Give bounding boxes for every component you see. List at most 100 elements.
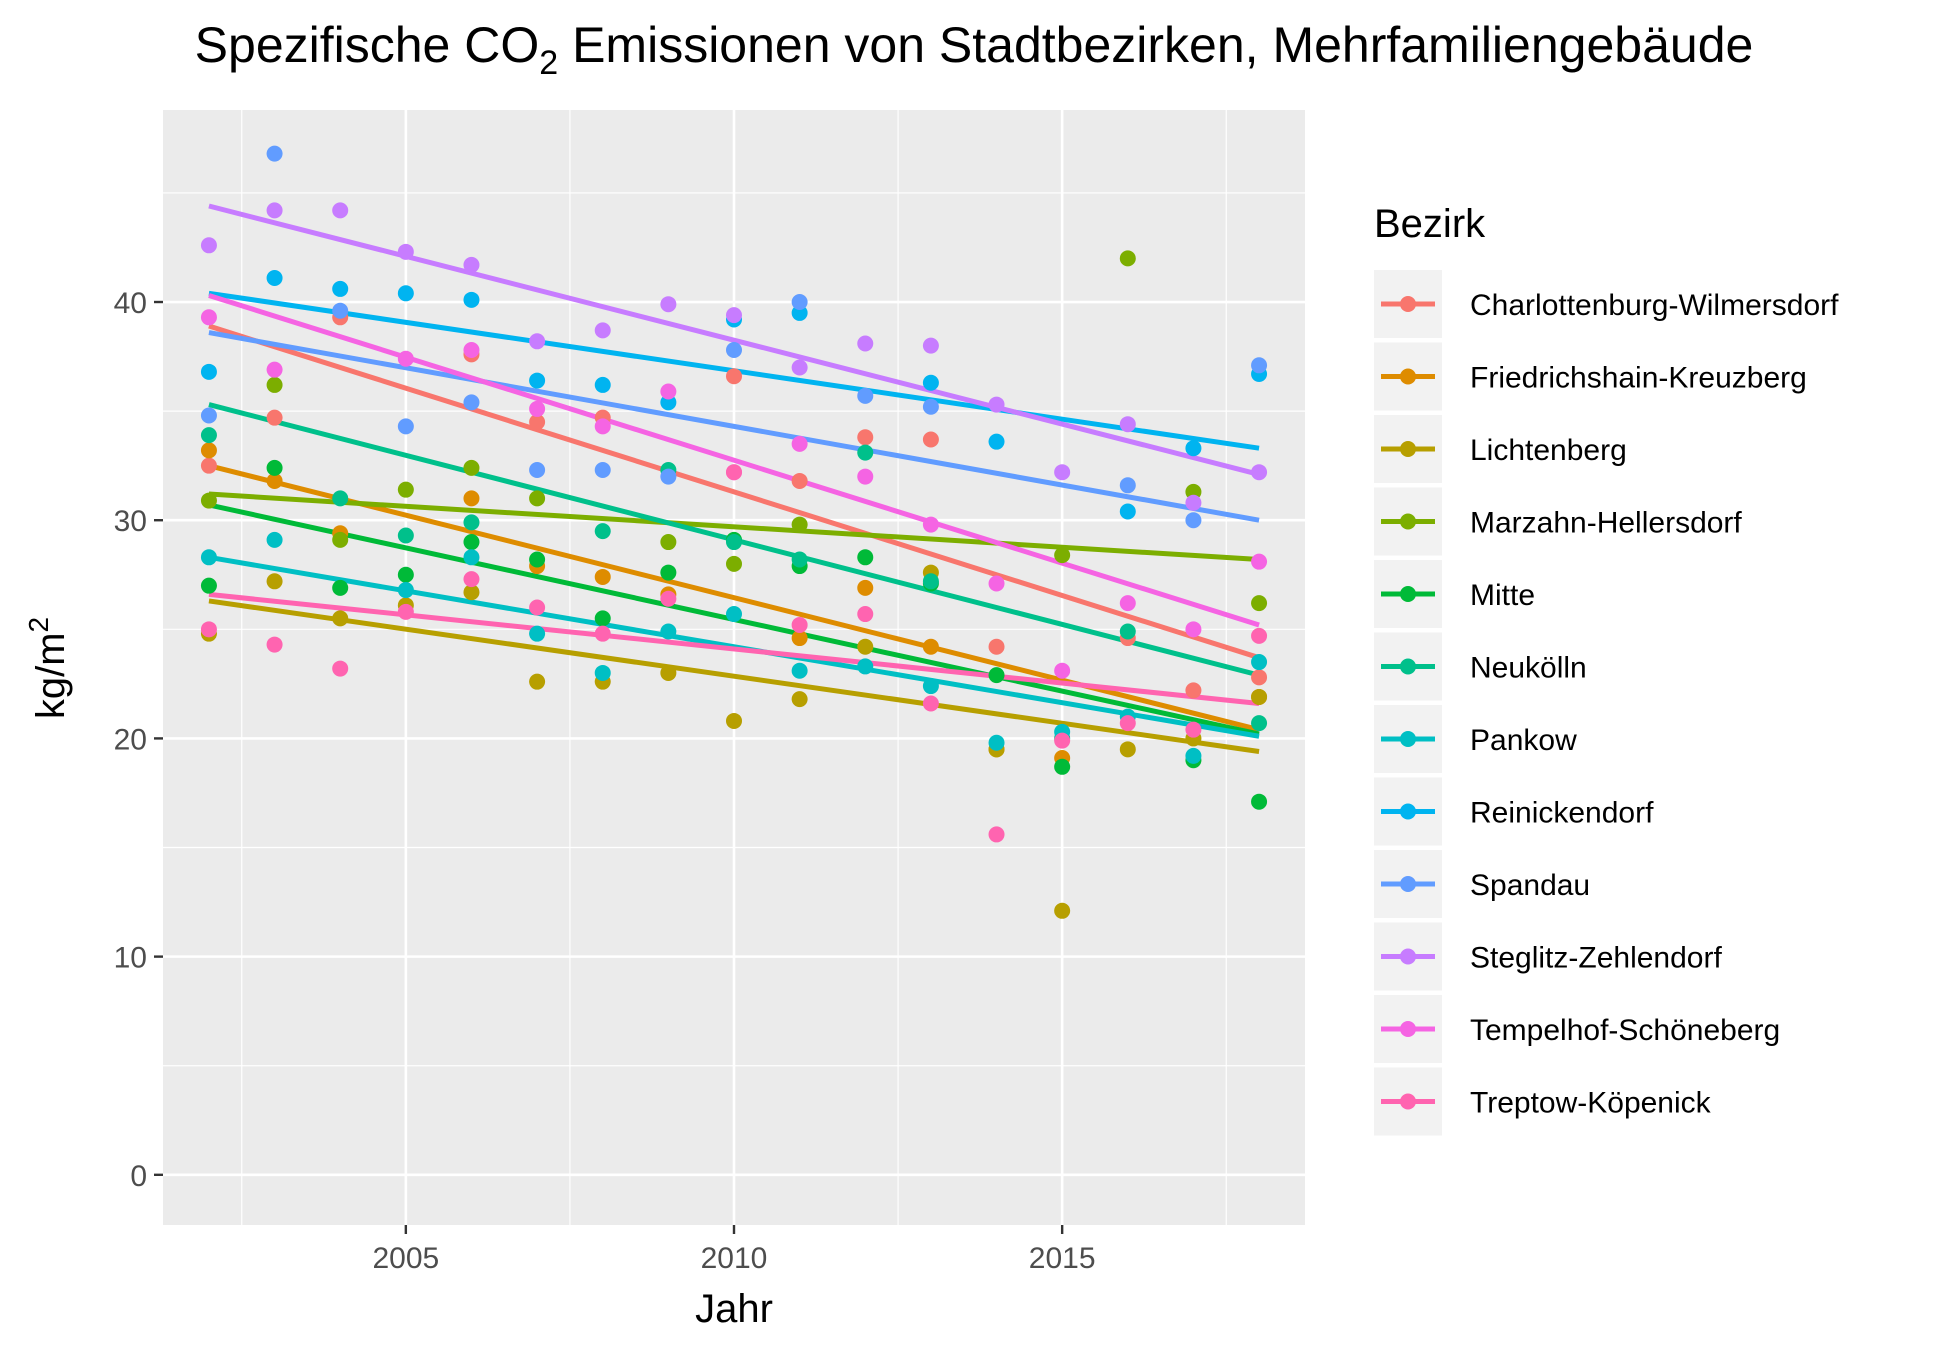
- data-point: [791, 551, 808, 568]
- data-point: [857, 549, 874, 566]
- data-point: [1251, 793, 1268, 810]
- data-point: [660, 383, 677, 400]
- legend-item: Marzahn-Hellersdorf: [1374, 487, 1742, 556]
- trend-line: [208, 591, 1260, 706]
- data-point: [857, 387, 874, 404]
- y-tick-label: 40: [114, 287, 147, 320]
- grid-major: [163, 110, 1305, 1225]
- data-point: [988, 433, 1005, 450]
- data-point: [266, 636, 283, 653]
- data-point: [594, 418, 611, 435]
- data-point: [988, 734, 1005, 751]
- data-point: [1119, 623, 1136, 640]
- data-point: [726, 555, 742, 572]
- legend-label: Neukölln: [1470, 652, 1587, 685]
- data-point: [791, 294, 808, 311]
- legend-point: [1400, 803, 1416, 820]
- data-points: [200, 145, 1268, 919]
- data-point: [529, 333, 546, 350]
- data-point: [463, 514, 480, 531]
- y-tick-label: 30: [114, 505, 147, 538]
- data-point: [266, 409, 283, 426]
- data-point: [1054, 758, 1071, 775]
- data-point: [332, 302, 349, 319]
- data-point: [791, 359, 808, 376]
- data-point: [529, 462, 546, 479]
- trend-line: [208, 491, 1260, 562]
- data-point: [1185, 721, 1202, 738]
- data-point: [266, 531, 283, 548]
- data-point: [1054, 732, 1071, 749]
- data-point: [529, 599, 546, 616]
- data-point: [1251, 627, 1268, 644]
- legend-item: Friedrichshain-Kreuzberg: [1374, 342, 1807, 411]
- data-point: [1251, 715, 1268, 732]
- data-point: [529, 372, 546, 389]
- data-point: [922, 337, 939, 354]
- data-point: [463, 459, 480, 476]
- legend-point: [1400, 948, 1416, 965]
- trend-line: [208, 330, 1260, 523]
- data-point: [922, 374, 939, 391]
- legend-label: Spandau: [1470, 869, 1590, 902]
- data-point: [397, 566, 414, 583]
- data-point: [726, 368, 742, 385]
- legend-point: [1400, 658, 1416, 675]
- data-point: [791, 516, 808, 533]
- legend-item: Treptow-Köpenick: [1374, 1067, 1712, 1136]
- data-point: [1054, 662, 1071, 679]
- data-point: [791, 630, 808, 647]
- legend-point: [1400, 368, 1416, 385]
- data-point: [1119, 416, 1136, 433]
- data-point: [1119, 250, 1136, 267]
- data-point: [1251, 669, 1268, 686]
- x-tick-label: 2015: [1029, 1242, 1096, 1275]
- data-point: [726, 534, 742, 551]
- data-point: [397, 350, 414, 367]
- data-point: [594, 568, 611, 585]
- legend-item: Pankow: [1374, 705, 1577, 773]
- legend-point: [1400, 513, 1416, 530]
- data-point: [922, 431, 939, 448]
- legend-point: [1400, 586, 1416, 602]
- y-axis-title: kg/m2: [23, 617, 73, 719]
- data-point: [1119, 595, 1136, 612]
- data-point: [594, 523, 611, 540]
- legend-item: Mitte: [1374, 560, 1535, 628]
- data-point: [594, 610, 611, 627]
- data-point: [397, 481, 414, 498]
- legend-label: Marzahn-Hellersdorf: [1470, 507, 1742, 540]
- data-point: [266, 459, 283, 476]
- data-point: [922, 678, 939, 695]
- legend: Charlottenburg-Wilmersdorf Friedrichshain…: [1374, 270, 1839, 1136]
- data-point: [463, 394, 480, 411]
- data-point: [1054, 902, 1071, 919]
- data-point: [200, 427, 217, 444]
- legend-label: Mitte: [1470, 579, 1535, 612]
- data-point: [332, 610, 349, 627]
- data-point: [529, 625, 546, 642]
- legend-point: [1400, 441, 1416, 457]
- data-point: [1054, 547, 1071, 564]
- data-point: [200, 407, 217, 424]
- data-point: [791, 662, 808, 679]
- data-point: [857, 606, 874, 623]
- data-point: [397, 582, 414, 599]
- data-point: [857, 335, 874, 352]
- data-point: [791, 472, 808, 489]
- legend-label: Friedrichshain-Kreuzberg: [1470, 362, 1807, 395]
- data-point: [200, 309, 217, 326]
- data-point: [529, 414, 546, 431]
- legend-label: Charlottenburg-Wilmersdorf: [1470, 289, 1839, 322]
- data-point: [332, 202, 349, 219]
- axis-ticks: 2005 2010 2015 0 10 20 30 40: [114, 287, 1096, 1275]
- data-point: [1251, 654, 1268, 671]
- data-point: [463, 571, 480, 588]
- legend-item: Neukölln: [1374, 632, 1587, 701]
- data-point: [1251, 688, 1268, 705]
- data-point: [529, 673, 546, 690]
- data-point: [726, 606, 742, 623]
- data-point: [857, 468, 874, 485]
- data-point: [922, 695, 939, 712]
- data-point: [857, 658, 874, 675]
